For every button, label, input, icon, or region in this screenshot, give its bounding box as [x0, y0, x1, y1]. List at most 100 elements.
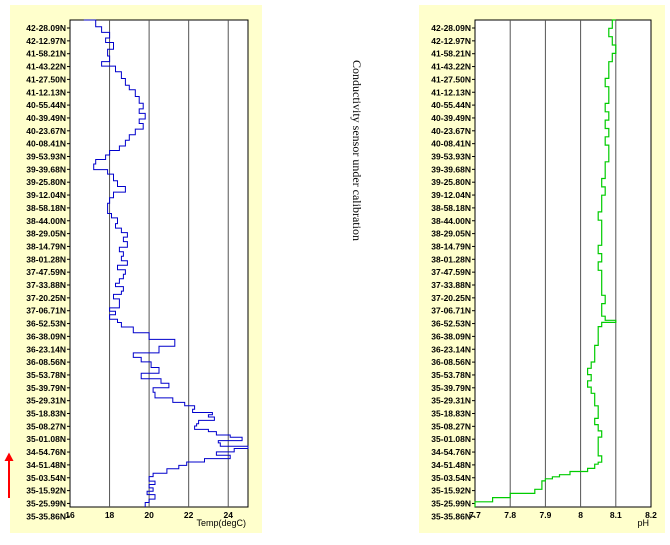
- ph-latitude-label: 36-08.56N: [431, 357, 471, 367]
- ph-latitude-label: 38-01.28N: [431, 254, 471, 264]
- ph-latitude-label: 34-54.76N: [431, 447, 471, 457]
- ph-x-tick-label: 7.7: [469, 510, 481, 520]
- temp-x-axis-title: Temp(degC): [196, 518, 246, 528]
- temp-latitude-label: 40-08.41N: [26, 139, 66, 149]
- ph-latitude-label: 35-35.86N: [431, 511, 471, 521]
- temp-latitude-label: 41-58.21N: [26, 49, 66, 59]
- ph-latitude-label: 38-14.79N: [431, 241, 471, 251]
- ph-latitude-label: 38-44.00N: [431, 216, 471, 226]
- ph-latitude-label: 40-08.41N: [431, 139, 471, 149]
- temp-latitude-label: 35-29.31N: [26, 396, 66, 406]
- ph-latitude-label: 37-33.88N: [431, 280, 471, 290]
- temp-latitude-label: 40-23.67N: [26, 126, 66, 136]
- temp-latitude-label: 35-18.83N: [26, 409, 66, 419]
- temp-latitude-label: 38-14.79N: [26, 241, 66, 251]
- ph-latitude-label: 38-58.18N: [431, 203, 471, 213]
- ph-latitude-label: 38-29.05N: [431, 229, 471, 239]
- temp-latitude-label: 37-33.88N: [26, 280, 66, 290]
- temp-latitude-label: 35-39.79N: [26, 383, 66, 393]
- ph-latitude-label: 35-18.83N: [431, 409, 471, 419]
- temp-latitude-label: 35-03.54N: [26, 473, 66, 483]
- temp-latitude-label: 41-43.22N: [26, 62, 66, 72]
- ph-latitude-label: 36-23.14N: [431, 344, 471, 354]
- ph-latitude-label: 37-06.71N: [431, 306, 471, 316]
- temperature-plot-area: [70, 20, 248, 507]
- temp-latitude-label: 39-25.80N: [26, 177, 66, 187]
- ph-latitude-label: 40-23.67N: [431, 126, 471, 136]
- ph-latitude-label: 36-38.09N: [431, 331, 471, 341]
- temp-latitude-label: 35-53.78N: [26, 370, 66, 380]
- ph-latitude-label: 41-43.22N: [431, 62, 471, 72]
- temp-x-tick-label: 18: [105, 510, 115, 520]
- temp-latitude-label: 37-06.71N: [26, 306, 66, 316]
- temp-latitude-label: 41-12.13N: [26, 87, 66, 97]
- ph-latitude-label: 35-08.27N: [431, 421, 471, 431]
- temp-latitude-label: 37-47.59N: [26, 267, 66, 277]
- temp-latitude-label: 38-01.28N: [26, 254, 66, 264]
- ph-latitude-label: 35-15.92N: [431, 486, 471, 496]
- ph-latitude-label: 35-29.31N: [431, 396, 471, 406]
- temp-latitude-label: 36-52.53N: [26, 319, 66, 329]
- ph-x-tick-label: 8.1: [610, 510, 622, 520]
- temp-latitude-label: 38-58.18N: [26, 203, 66, 213]
- ph-latitude-label: 40-55.44N: [431, 100, 471, 110]
- temp-latitude-label: 42-28.09N: [26, 23, 66, 33]
- ph-latitude-label: 39-25.80N: [431, 177, 471, 187]
- ph-latitude-label: 39-12.04N: [431, 190, 471, 200]
- ph-latitude-label: 41-12.13N: [431, 87, 471, 97]
- calibration-note: Conductivity sensor under calibration: [350, 60, 364, 241]
- ph-latitude-label: 35-01.08N: [431, 434, 471, 444]
- temp-latitude-label: 38-44.00N: [26, 216, 66, 226]
- temp-x-tick-label: 16: [65, 510, 75, 520]
- ph-plot-area: [475, 20, 651, 507]
- ph-latitude-label: 42-12.97N: [431, 36, 471, 46]
- temp-latitude-label: 34-51.48N: [26, 460, 66, 470]
- temp-latitude-label: 36-38.09N: [26, 331, 66, 341]
- ph-x-tick-label: 8: [578, 510, 583, 520]
- temp-x-tick-label: 20: [144, 510, 154, 520]
- temp-latitude-label: 40-55.44N: [26, 100, 66, 110]
- ph-latitude-label: 41-27.50N: [431, 74, 471, 84]
- temp-latitude-label: 36-08.56N: [26, 357, 66, 367]
- temp-latitude-label: 35-01.08N: [26, 434, 66, 444]
- temp-latitude-label: 35-35.86N: [26, 511, 66, 521]
- temp-latitude-label: 38-29.05N: [26, 229, 66, 239]
- temp-plot-frame: [69, 19, 249, 508]
- temp-latitude-label: 39-39.68N: [26, 164, 66, 174]
- temp-latitude-label: 34-54.76N: [26, 447, 66, 457]
- temp-latitude-label: 35-25.99N: [26, 498, 66, 508]
- ph-latitude-label: 35-39.79N: [431, 383, 471, 393]
- ph-plot-frame: [474, 19, 652, 508]
- temp-latitude-label: 35-15.92N: [26, 486, 66, 496]
- ph-latitude-label: 39-53.93N: [431, 152, 471, 162]
- ph-latitude-label: 35-53.78N: [431, 370, 471, 380]
- temp-latitude-label: 40-39.49N: [26, 113, 66, 123]
- ph-latitude-label: 41-58.21N: [431, 49, 471, 59]
- temp-x-tick-label: 22: [184, 510, 194, 520]
- ph-latitude-label: 35-25.99N: [431, 498, 471, 508]
- ph-latitude-label: 39-39.68N: [431, 164, 471, 174]
- ph-latitude-label: 37-47.59N: [431, 267, 471, 277]
- temp-latitude-label: 37-20.25N: [26, 293, 66, 303]
- ph-latitude-label: 36-52.53N: [431, 319, 471, 329]
- arrow-up-icon: [4, 452, 14, 498]
- ph-latitude-label: 42-28.09N: [431, 23, 471, 33]
- temp-latitude-label: 36-23.14N: [26, 344, 66, 354]
- temp-x-tick-label: 24: [223, 510, 233, 520]
- ph-latitude-label: 35-03.54N: [431, 473, 471, 483]
- temp-latitude-label: 35-08.27N: [26, 421, 66, 431]
- temp-latitude-label: 39-53.93N: [26, 152, 66, 162]
- temp-latitude-label: 41-27.50N: [26, 74, 66, 84]
- ph-latitude-label: 34-51.48N: [431, 460, 471, 470]
- ph-x-tick-label: 8.2: [645, 510, 657, 520]
- ph-x-tick-label: 7.8: [504, 510, 516, 520]
- temp-latitude-label: 42-12.97N: [26, 36, 66, 46]
- temp-series-line: [83, 19, 249, 507]
- ph-x-axis-title: pH: [637, 518, 649, 528]
- ph-latitude-label: 40-39.49N: [431, 113, 471, 123]
- ph-latitude-label: 37-20.25N: [431, 293, 471, 303]
- temp-latitude-label: 39-12.04N: [26, 190, 66, 200]
- ph-x-tick-label: 7.9: [539, 510, 551, 520]
- ph-series-line: [474, 19, 617, 507]
